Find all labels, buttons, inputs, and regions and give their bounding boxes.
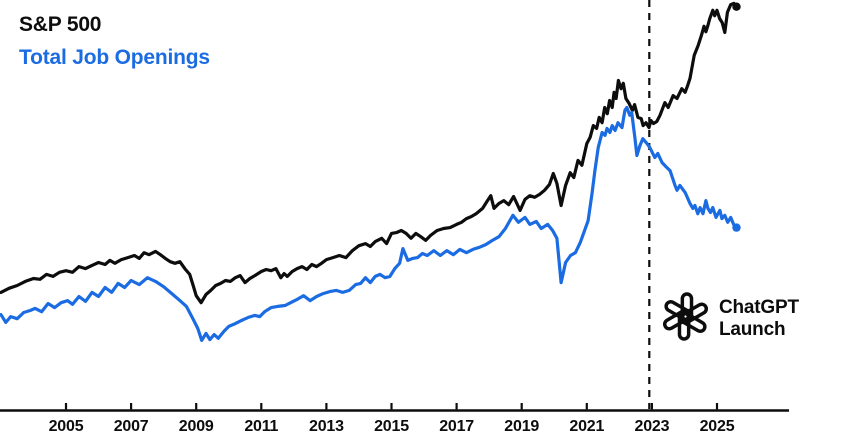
x-tick-label: 2009 — [179, 418, 214, 435]
x-tick-label: 2007 — [114, 418, 149, 435]
x-tick-label: 2011 — [244, 418, 278, 435]
sp500-line-end-dot — [732, 2, 741, 11]
sp500-line — [0, 1, 739, 305]
job-openings-line-end-dot — [732, 223, 741, 232]
chatgpt-launch-label: ChatGPT Launch — [719, 297, 799, 341]
openai-logo-icon — [662, 292, 709, 341]
x-tick-label: 2023 — [635, 418, 670, 435]
x-tick-label: 2025 — [700, 418, 735, 435]
legend-job-openings-label: Total Job Openings — [19, 46, 210, 69]
x-tick-label: 2021 — [569, 418, 604, 435]
legend-sp500-label: S&P 500 — [19, 13, 102, 36]
x-tick-label: 2013 — [309, 418, 344, 435]
x-tick-label: 2005 — [49, 418, 84, 435]
chart-legend: S&P 500 Total Job Openings — [19, 13, 210, 70]
x-tick-label: 2015 — [374, 418, 409, 435]
chatgpt-launch-annotation: ChatGPT Launch — [661, 292, 799, 341]
chatgpt-launch-label-line1: ChatGPT — [719, 297, 799, 318]
x-tick-label: 2019 — [504, 418, 539, 435]
chatgpt-launch-label-line2: Launch — [719, 319, 786, 340]
x-tick-label: 2017 — [439, 418, 474, 435]
job-openings-line — [0, 105, 739, 342]
